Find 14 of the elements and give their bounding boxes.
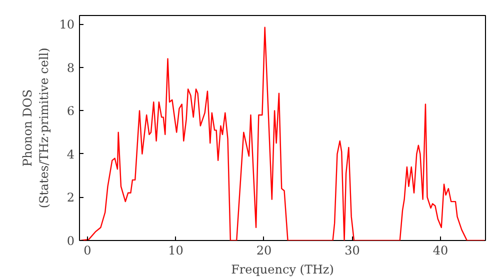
x-tick-label: 0: [84, 244, 92, 258]
x-tick-label: 30: [344, 244, 360, 258]
y-tick-label: 2: [66, 190, 75, 205]
x-axis-title: Frequency (THz): [231, 262, 334, 276]
y-tick-label: 6: [66, 104, 75, 118]
y-tick-label: 4: [66, 147, 75, 162]
y-tick-label: 0: [66, 234, 75, 248]
x-tick-label: 20: [256, 244, 272, 258]
line-series: [80, 26, 486, 240]
y-tick-label: 10: [59, 18, 75, 32]
y-axis-title: Phonon DOS (States/THz·primitive cell): [20, 48, 52, 208]
y-tick-label: 8: [66, 60, 75, 75]
x-tick-label: 10: [168, 244, 184, 258]
x-tick-label: 40: [432, 244, 448, 258]
